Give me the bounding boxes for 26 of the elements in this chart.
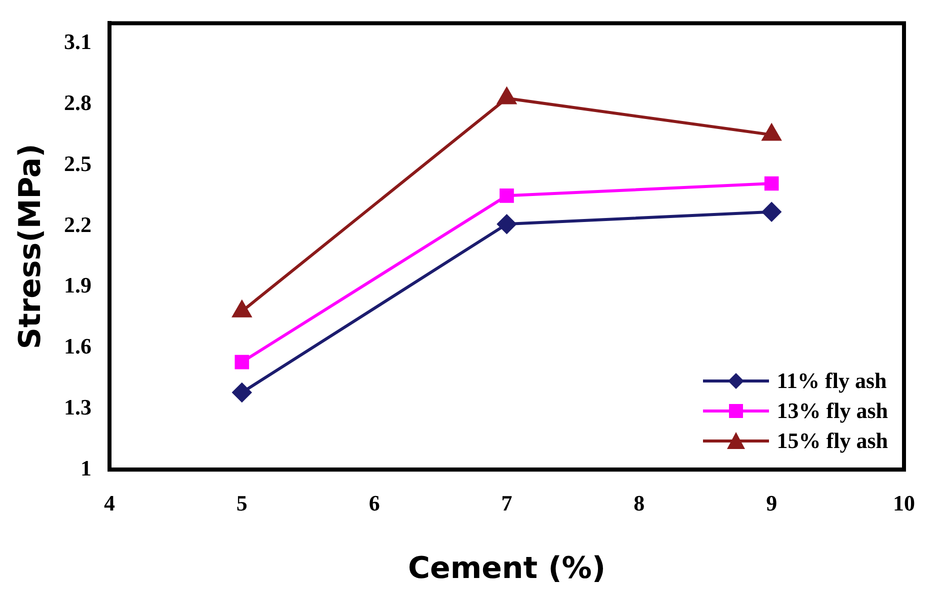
y-tick-label: 1.6: [64, 334, 92, 359]
x-tick-label: 4: [104, 490, 115, 516]
x-tick-label: 8: [634, 490, 645, 516]
x-tick-label: 7: [501, 490, 512, 516]
y-tick-label: 1.9: [64, 272, 92, 298]
x-axis-title: Cement (%): [408, 550, 606, 586]
y-tick-label: 2.8: [64, 90, 92, 116]
point: [764, 176, 779, 191]
legend-label: 13% fly ash: [776, 398, 888, 424]
x-tick-label: 5: [236, 490, 248, 516]
x-tick-label: 9: [766, 490, 778, 516]
legend-label: 11% fly ash: [776, 368, 887, 394]
y-tick-label: 1: [80, 455, 92, 480]
point: [497, 214, 516, 234]
y-tick-label: 2.2: [64, 212, 92, 237]
point: [234, 354, 250, 370]
point: [762, 202, 782, 222]
point: [500, 188, 514, 203]
legend-label: 15% fly ash: [776, 428, 888, 454]
y-tick-label: 3.1: [64, 29, 92, 54]
x-tick-label: 10: [893, 490, 915, 516]
y-tick-label: 1.3: [64, 394, 92, 420]
x-tick-label: 6: [368, 490, 380, 516]
point: [232, 382, 252, 402]
y-axis-title: Stress(MPa): [12, 144, 48, 350]
y-tick-label: 2.5: [64, 150, 92, 176]
